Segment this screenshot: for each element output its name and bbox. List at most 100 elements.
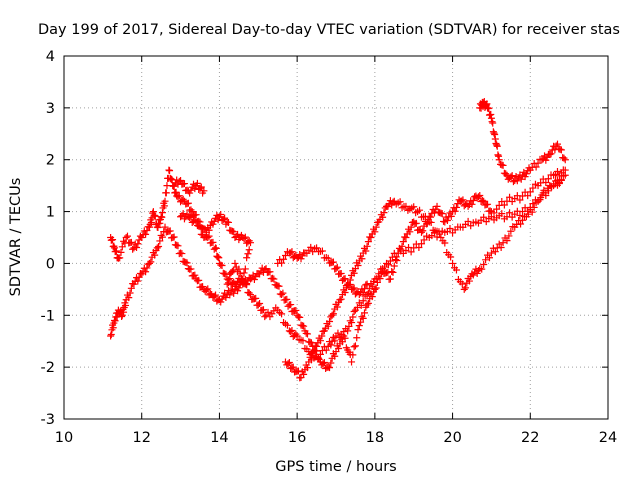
data-point-track-c <box>287 249 295 257</box>
data-point-track-a <box>112 247 120 255</box>
data-point-track-a <box>464 217 472 225</box>
data-point-track-b <box>307 339 315 347</box>
data-point-track-c <box>359 288 367 296</box>
data-point-track-b <box>118 311 126 319</box>
data-point-track-c <box>557 146 565 154</box>
data-point-track-c <box>560 154 568 162</box>
y-tick-label: 0 <box>46 256 55 272</box>
data-point-track-a <box>359 297 367 305</box>
data-point-track-a <box>247 291 255 299</box>
data-point-track-b <box>373 278 381 286</box>
data-point-track-b <box>335 344 343 352</box>
data-point-track-b <box>469 197 477 205</box>
data-point-track-b <box>157 231 165 239</box>
data-point-track-c <box>519 216 527 224</box>
data-point-track-b <box>270 275 278 283</box>
data-point-track-b <box>368 293 376 301</box>
data-point-track-b <box>529 184 537 192</box>
data-point-track-c <box>360 285 368 293</box>
data-point-track-c <box>326 318 334 326</box>
data-point-track-a <box>129 245 137 253</box>
data-point-track-b <box>474 193 482 201</box>
data-point-track-c <box>495 152 503 160</box>
data-point-track-b <box>392 256 400 264</box>
data-point-track-c <box>485 254 493 262</box>
data-point-track-c <box>309 351 317 359</box>
data-point-track-c <box>313 342 321 350</box>
data-point-track-b <box>379 265 387 273</box>
data-point-track-a <box>147 218 155 226</box>
data-point-track-b <box>358 313 366 321</box>
data-point-track-b <box>125 294 133 302</box>
data-point-track-a <box>417 240 425 248</box>
data-point-track-b <box>158 233 166 241</box>
data-point-track-b <box>357 318 365 326</box>
data-point-track-c <box>547 150 555 158</box>
data-point-track-c <box>364 238 372 246</box>
data-point-track-a <box>316 350 324 358</box>
data-point-track-b <box>304 330 312 338</box>
data-point-track-a <box>327 341 335 349</box>
data-point-track-b <box>417 228 425 236</box>
data-point-track-a <box>299 337 307 345</box>
data-point-track-c <box>491 135 499 143</box>
data-point-track-c <box>493 142 501 150</box>
data-point-track-a <box>498 210 506 218</box>
data-point-track-b <box>353 334 361 342</box>
data-point-track-b <box>218 295 226 303</box>
data-point-track-c <box>458 280 466 288</box>
data-point-track-a <box>288 326 296 334</box>
data-point-track-b <box>275 282 283 290</box>
data-point-track-b <box>349 351 357 359</box>
data-point-track-a <box>174 193 182 201</box>
data-point-track-c <box>532 163 540 171</box>
data-point-track-b <box>452 203 460 211</box>
data-point-track-b <box>266 268 274 276</box>
data-point-track-b <box>300 322 308 330</box>
data-point-track-b <box>331 352 339 360</box>
data-point-track-c <box>197 183 205 191</box>
data-point-track-c <box>341 275 349 283</box>
data-point-track-b <box>210 292 218 300</box>
data-point-track-c <box>170 182 178 190</box>
data-point-track-b <box>122 301 130 309</box>
data-point-track-b <box>427 213 435 221</box>
data-point-track-c <box>561 156 569 164</box>
x-axis-label: GPS time / hours <box>275 459 396 475</box>
data-point-track-c <box>482 256 490 264</box>
data-point-track-b <box>443 217 451 225</box>
data-point-track-a <box>264 308 272 316</box>
data-point-track-a <box>123 232 131 240</box>
data-point-track-c <box>354 262 362 270</box>
data-point-track-a <box>407 248 415 256</box>
data-point-track-a <box>134 240 142 248</box>
data-point-track-c <box>416 206 424 214</box>
grid-lines <box>64 56 608 419</box>
data-point-track-c <box>384 203 392 211</box>
data-point-track-b <box>438 210 446 218</box>
data-point-track-a <box>162 189 170 197</box>
data-point-track-a <box>192 211 200 219</box>
data-point-track-c <box>192 218 200 226</box>
data-point-track-c <box>205 226 213 234</box>
data-point-track-a <box>529 200 537 208</box>
data-point-track-c <box>196 223 204 231</box>
data-point-track-a <box>350 307 358 315</box>
data-point-track-b <box>319 360 327 368</box>
data-point-track-b <box>206 290 214 298</box>
data-point-track-c <box>363 242 371 250</box>
chart-title: Day 199 of 2017, Sidereal Day-to-day VTE… <box>38 22 620 38</box>
data-point-track-c <box>337 295 345 303</box>
data-point-track-c <box>217 211 225 219</box>
data-point-track-c <box>402 202 410 210</box>
data-point-track-b <box>120 308 128 316</box>
data-point-track-b <box>359 314 367 322</box>
data-point-track-a <box>116 254 124 262</box>
data-point-track-a <box>353 304 361 312</box>
data-point-track-c <box>493 141 501 149</box>
data-point-track-a <box>120 237 128 245</box>
data-point-track-a <box>415 244 423 252</box>
data-point-track-b <box>354 326 362 334</box>
data-point-track-c <box>285 358 293 366</box>
